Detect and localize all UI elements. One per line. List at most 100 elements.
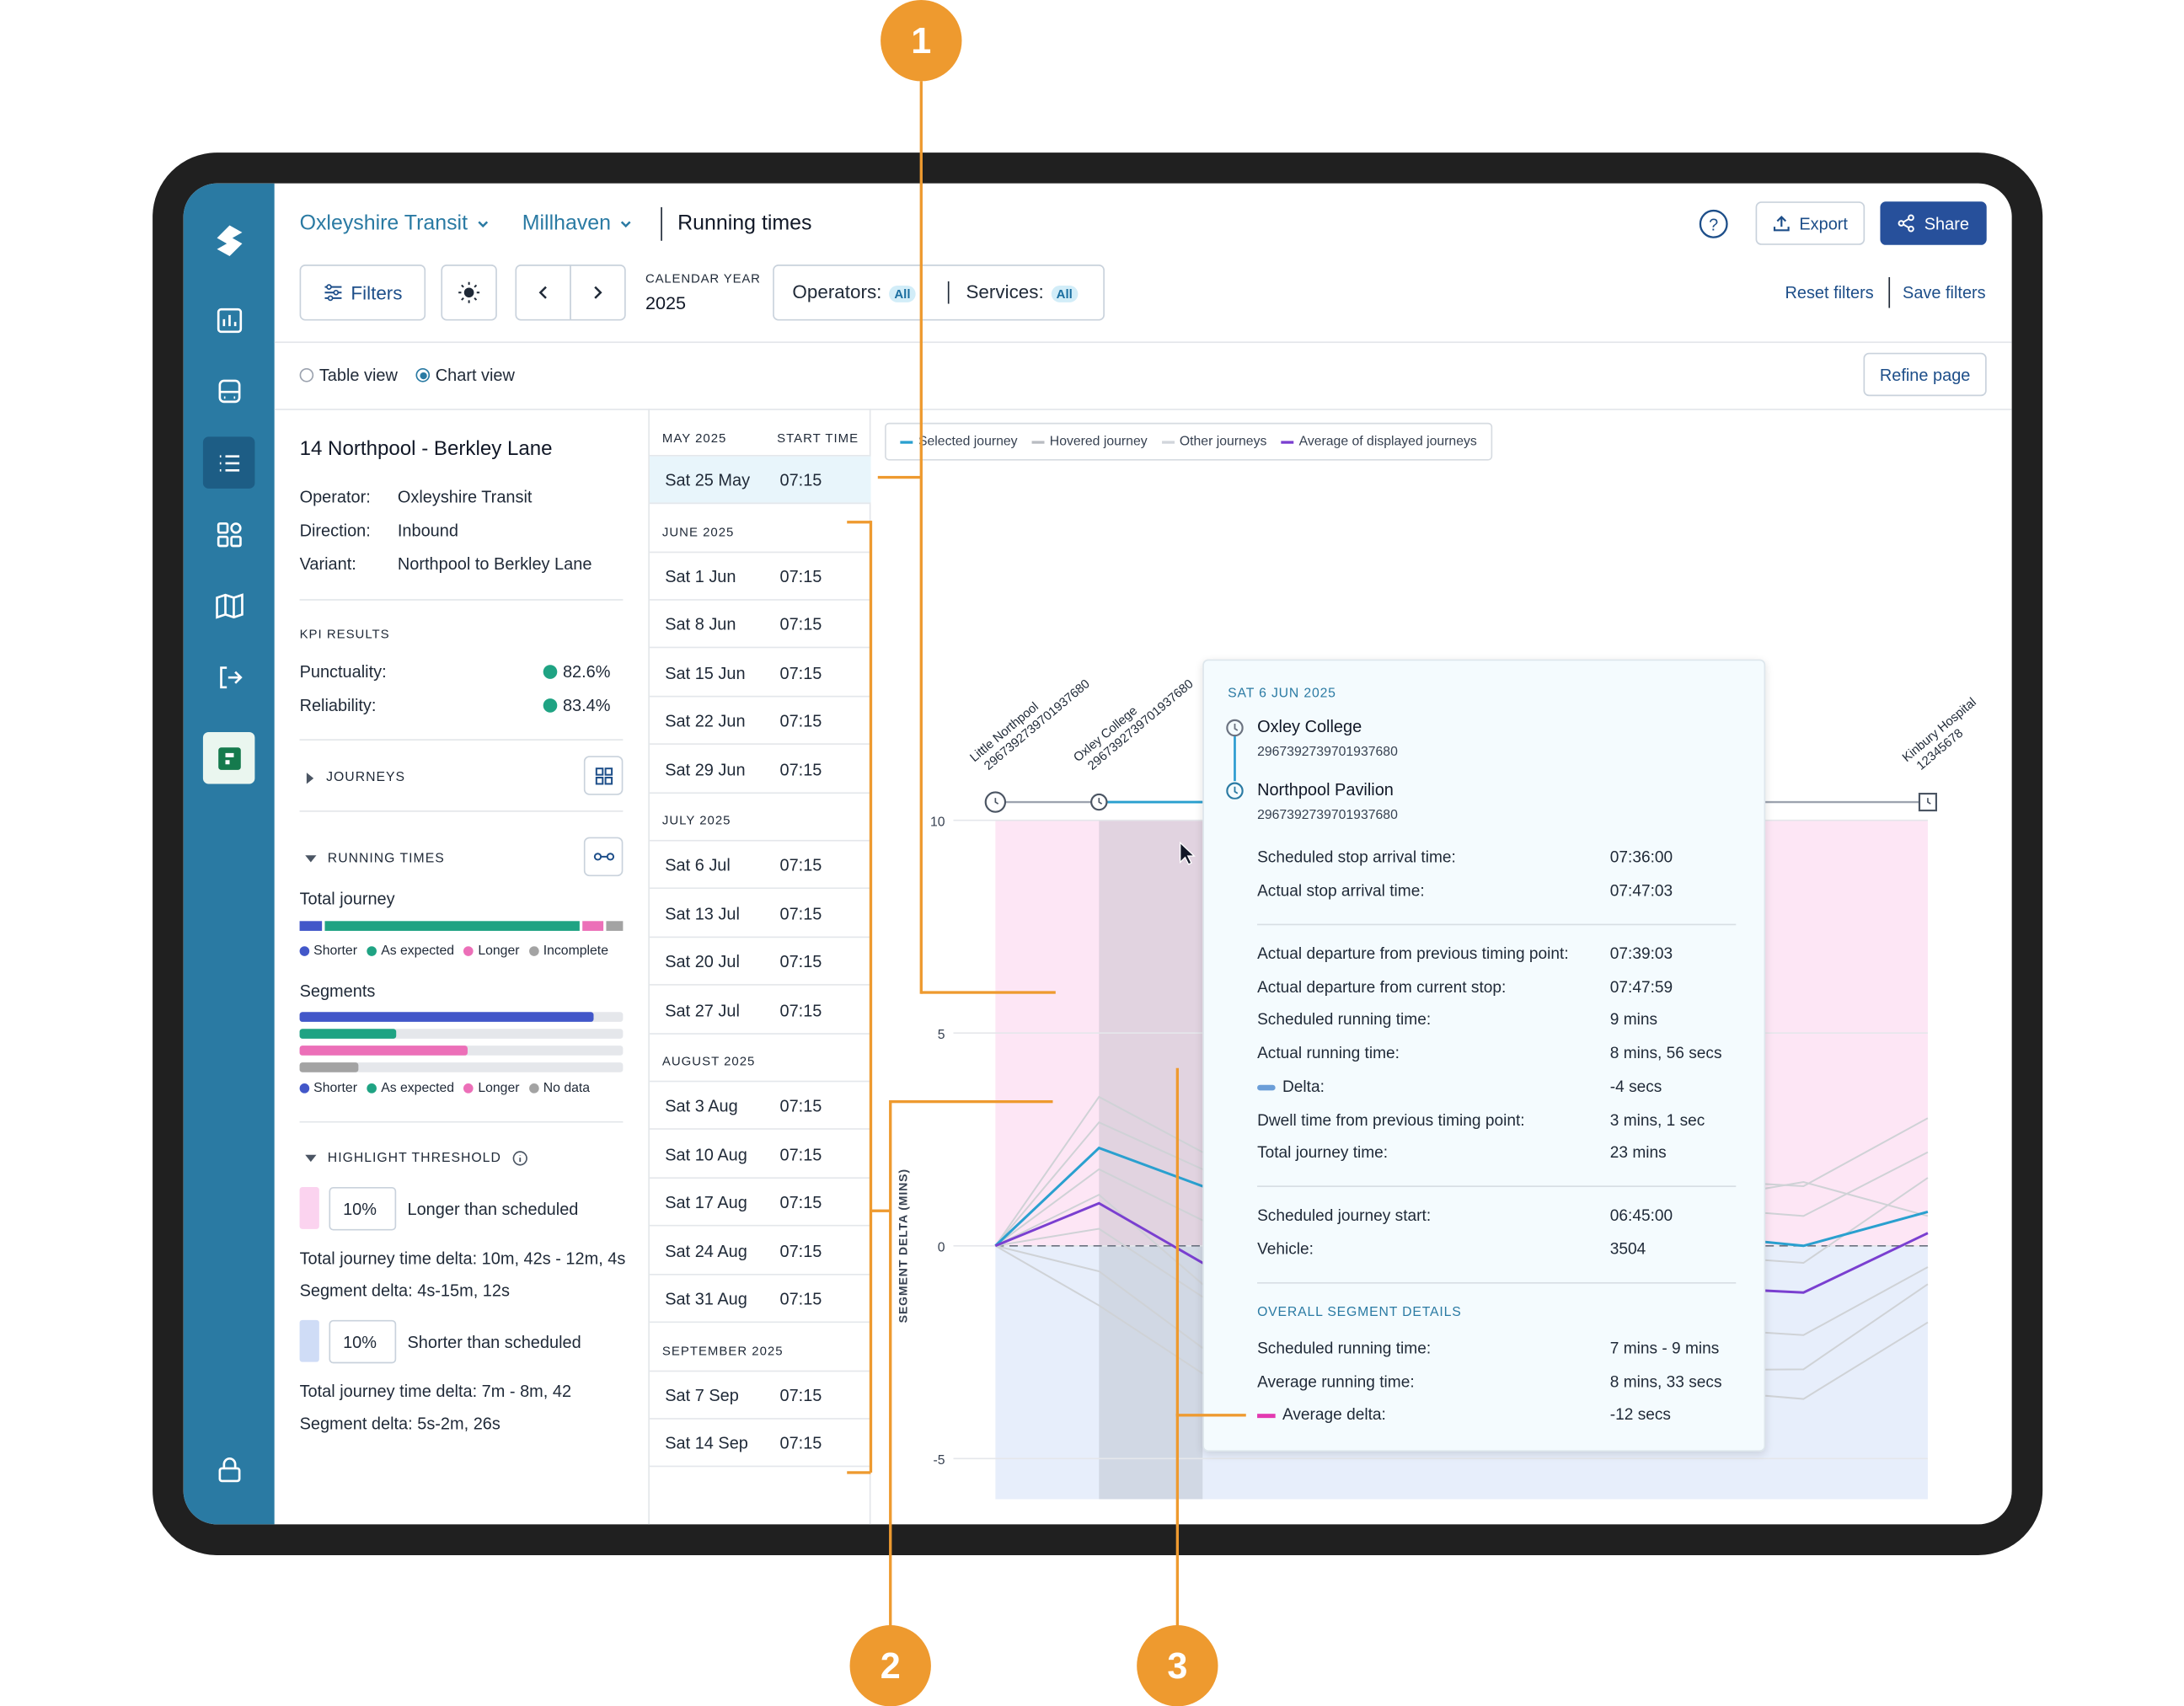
tooltip-key: Delta: [1282, 1078, 1325, 1096]
journey-row[interactable]: Sat 31 Aug 07:15 [649, 1275, 871, 1324]
chevron-left-icon [538, 286, 547, 299]
lock-icon[interactable] [203, 1443, 254, 1495]
journey-row[interactable]: Sat 14 Sep 07:15 [649, 1420, 871, 1468]
journey-row[interactable]: Sat 15 Jun 07:15 [649, 649, 871, 697]
journey-row[interactable]: Sat 24 Aug 07:15 [649, 1227, 871, 1275]
link-nodes-icon [592, 853, 614, 861]
check-circle-icon [543, 698, 558, 713]
next-year-button[interactable] [570, 265, 626, 321]
journey-start-time: 07:15 [779, 662, 822, 683]
threshold-total-delta: Total journey time delta: 10m, 42s - 12m… [299, 1249, 626, 1269]
logout-icon[interactable] [203, 651, 254, 703]
journey-row[interactable]: Sat 25 May 07:15 [649, 456, 871, 505]
services-label: Services: [966, 281, 1044, 302]
theme-toggle[interactable] [441, 265, 497, 321]
journey-row[interactable]: Sat 7 Sep 07:15 [649, 1371, 871, 1419]
sun-icon [458, 281, 480, 303]
series-line-average-of-displayed-journeys[interactable] [994, 1201, 1929, 1294]
journey-start-time: 07:15 [779, 1000, 822, 1020]
journey-row[interactable]: Sat 1 Jun 07:15 [649, 552, 871, 600]
threshold-input[interactable]: 10% [329, 1186, 397, 1231]
check-circle-icon [543, 665, 558, 679]
legend-item: Shorter [299, 1081, 357, 1096]
journey-row[interactable]: Sat 20 Jul 07:15 [649, 938, 871, 986]
journey-row[interactable]: Sat 3 Aug 07:15 [649, 1082, 871, 1130]
highlight-section-toggle[interactable]: HIGHLIGHT THRESHOLD [305, 1151, 527, 1166]
route-title: 14 Northpool - Berkley Lane [299, 438, 553, 461]
export-label: Export [1799, 213, 1848, 233]
threshold-input[interactable]: 10% [329, 1319, 397, 1364]
chart-view-radio[interactable]: Chart view [415, 366, 515, 385]
tooltip-key: Average delta: [1282, 1407, 1386, 1425]
tooltip-key: Scheduled running time: [1257, 1340, 1432, 1358]
journey-start-time: 07:15 [779, 1192, 822, 1212]
y-axis-label: SEGMENT DELTA (MINS) [897, 1169, 910, 1323]
journey-row[interactable]: Sat 13 Jul 07:15 [649, 890, 871, 938]
operators-label: Operators: [792, 281, 882, 302]
running-times-options-button[interactable] [583, 837, 624, 877]
nav-rail [183, 183, 275, 1525]
refine-page-button[interactable]: Refine page [1863, 352, 1987, 397]
kpi-caption: KPI RESULTS [299, 627, 390, 641]
journey-start-time: 07:15 [779, 1385, 822, 1405]
save-filters-link[interactable]: Save filters [1903, 282, 1986, 302]
share-button[interactable]: Share [1880, 201, 1987, 245]
tooltip-key: Actual departure from current stop: [1257, 979, 1507, 997]
legend-label: Longer [478, 943, 520, 960]
journey-date: Sat 20 Jul [665, 951, 740, 972]
journey-row[interactable]: Sat 27 Jul 07:15 [649, 987, 871, 1035]
list-icon[interactable] [202, 436, 255, 489]
share-icon [1898, 214, 1915, 233]
running-times-section-toggle[interactable]: RUNNING TIMES [305, 851, 445, 866]
journey-row[interactable]: Sat 10 Aug 07:15 [649, 1131, 871, 1179]
operators-filter[interactable]: Operators: All [792, 281, 917, 302]
journey-row[interactable]: Sat 29 Jun 07:15 [649, 746, 871, 794]
legend-item: Incomplete [529, 944, 608, 959]
month-label: SEPTEMBER 2025 [661, 1343, 784, 1357]
month-header: SEPTEMBER 2025 [649, 1324, 870, 1372]
series-line-selected-journey[interactable] [994, 1146, 1929, 1248]
callout-1-leader [921, 991, 1056, 994]
filters-button[interactable]: Filters [299, 265, 426, 321]
area-dropdown[interactable]: Millhaven [522, 211, 634, 235]
journey-date: Sat 15 Jun [665, 662, 746, 683]
kpi-name: Reliability: [299, 695, 377, 716]
journeys-options-button[interactable] [583, 756, 624, 795]
tooltip-date: SAT 6 JUN 2025 [1228, 686, 1336, 702]
help-icon[interactable]: ? [1698, 209, 1729, 247]
reports-chart-icon[interactable] [203, 294, 254, 345]
org-dropdown[interactable]: Oxleyshire Transit [300, 211, 490, 235]
map-icon[interactable] [203, 580, 254, 631]
detail-key: Operator: [299, 487, 371, 507]
journey-tooltip: SAT 6 JUN 2025 Oxley College 29673927397… [1202, 659, 1766, 1452]
journey-row[interactable]: Sat 22 Jun 07:15 [649, 697, 871, 745]
tooltip-row: Total journey time: 23 mins [1257, 1145, 1667, 1162]
chevron-right-icon [594, 286, 602, 299]
bus-icon[interactable] [203, 366, 254, 417]
running-times-section-label: RUNNING TIMES [327, 851, 445, 867]
app-logo-icon[interactable] [203, 214, 254, 265]
chart-legend-swatch [1280, 440, 1293, 443]
journey-date: Sat 25 May [665, 470, 751, 490]
y-tick-label: -5 [934, 1453, 945, 1468]
journey-date: Sat 7 Sep [665, 1385, 739, 1405]
journey-row[interactable]: Sat 17 Aug 07:15 [649, 1179, 871, 1227]
prev-year-button[interactable] [515, 265, 571, 321]
segment-bar-fill [299, 1012, 594, 1022]
table-view-radio[interactable]: Table view [299, 366, 398, 385]
chart-legend-label: Other journeys [1179, 434, 1267, 450]
services-filter[interactable]: Services: All [966, 281, 1079, 302]
journey-start-time: 07:15 [779, 711, 822, 731]
callout-3-leader [1175, 1067, 1180, 1415]
journey-row[interactable]: Sat 8 Jun 07:15 [649, 601, 871, 649]
export-button[interactable]: Export [1755, 201, 1866, 245]
spreadsheet-icon[interactable] [202, 731, 255, 784]
callout-2-leader [869, 521, 873, 1473]
widgets-icon[interactable] [203, 508, 254, 559]
journeys-section-toggle[interactable]: JOURNEYS [305, 770, 405, 785]
calendar-year[interactable]: 2025 [645, 292, 687, 314]
callout-2-leader [870, 1209, 891, 1212]
journey-row[interactable]: Sat 6 Jul 07:15 [649, 842, 871, 890]
clock-icon [994, 798, 999, 805]
reset-filters-link[interactable]: Reset filters [1785, 282, 1874, 302]
